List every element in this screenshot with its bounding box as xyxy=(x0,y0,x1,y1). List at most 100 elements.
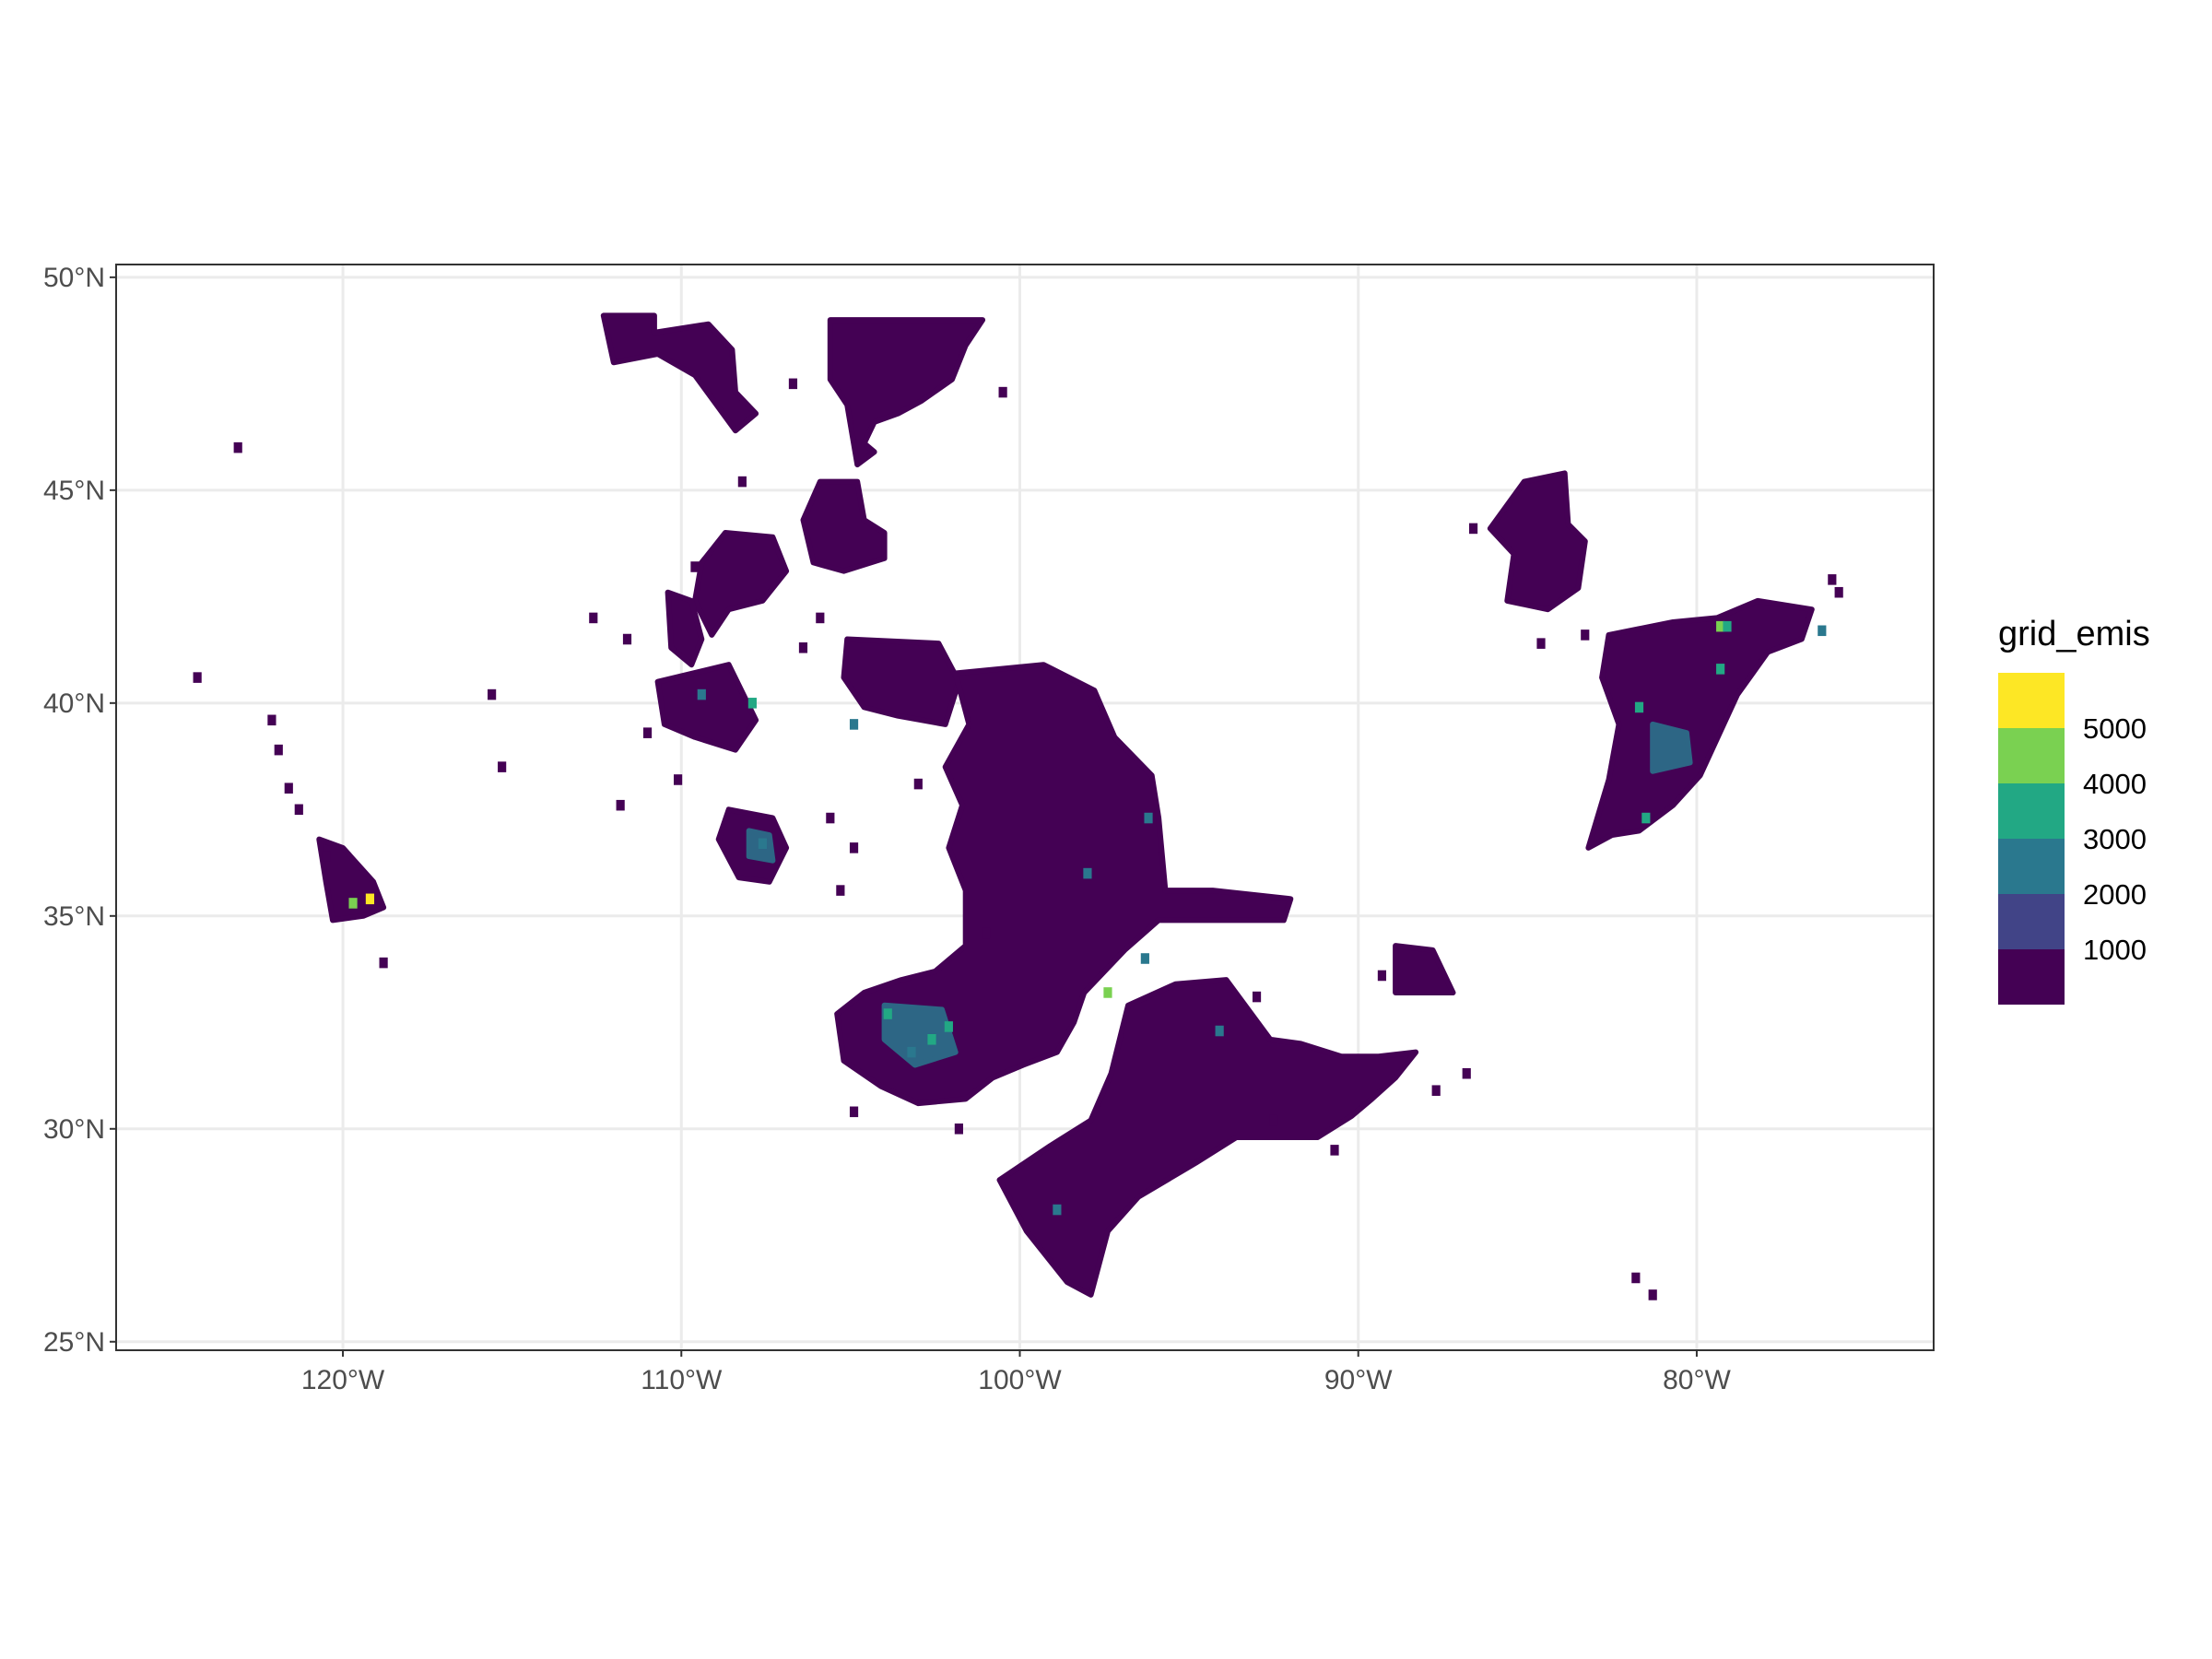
y-axis-tick-label: 35°N xyxy=(43,901,105,932)
emission-cell xyxy=(1377,970,1387,982)
emission-region-illinois-basin xyxy=(1393,943,1456,995)
legend-labels: 1000 2000 3000 4000 5000 xyxy=(2083,712,2147,966)
emission-cell xyxy=(849,719,859,730)
emission-cell xyxy=(1641,812,1651,824)
emission-cell xyxy=(1828,574,1837,585)
emission-cell xyxy=(1103,987,1112,998)
emission-cell xyxy=(1144,812,1153,824)
legend-key-swatch xyxy=(1998,894,2065,949)
emission-region-ark-la-tx xyxy=(996,977,1419,1298)
legend-keys xyxy=(1998,673,2065,1005)
x-axis-tick-label: 120°W xyxy=(301,1365,385,1395)
emission-region-north-plains-1 xyxy=(600,312,759,434)
legend-key-label: 1000 xyxy=(2083,934,2147,966)
emission-cell xyxy=(589,612,598,624)
emission-grid-layer xyxy=(193,312,1843,1300)
emission-region-north-plains-2 xyxy=(827,317,986,468)
legend-key-swatch xyxy=(1998,783,2065,839)
x-axis-tick-label: 80°W xyxy=(1663,1365,1731,1395)
emission-region-michigan-basin xyxy=(1487,470,1588,613)
emission-cell xyxy=(944,1021,953,1032)
emission-cell xyxy=(1468,523,1478,535)
y-axis-tick-label: 25°N xyxy=(43,1327,105,1358)
y-axis-tick-label: 40°N xyxy=(43,688,105,719)
emission-cell xyxy=(826,812,835,824)
y-axis: 50°N 45°N 40°N 35°N 30°N 25°N xyxy=(43,263,116,1358)
emission-region-utah xyxy=(665,589,705,668)
x-axis-tick-label: 90°W xyxy=(1324,1365,1393,1395)
emission-cell xyxy=(697,688,706,700)
y-axis-tick-label: 45°N xyxy=(43,476,105,506)
y-axis-tick-label: 50°N xyxy=(43,263,105,293)
emission-cell xyxy=(1431,1085,1441,1096)
panel-border xyxy=(115,264,1935,1351)
emission-cell xyxy=(1536,638,1546,649)
emission-cell xyxy=(1818,625,1827,637)
emission-region-wyoming-basin xyxy=(692,530,790,638)
emission-cell xyxy=(1648,1289,1657,1300)
emission-cell xyxy=(849,842,859,853)
emission-cell xyxy=(1053,1204,1062,1216)
legend-key-label: 2000 xyxy=(2083,878,2147,911)
emission-cell xyxy=(1634,701,1644,713)
emission-cell xyxy=(1083,867,1092,879)
emission-cell xyxy=(737,476,747,488)
emission-region-permian-hotspot xyxy=(881,1002,959,1068)
emission-cell xyxy=(836,885,845,896)
emission-cell xyxy=(193,672,202,683)
emission-cell xyxy=(913,778,923,790)
x-axis-tick-label: 110°W xyxy=(641,1365,723,1395)
emission-cell xyxy=(267,714,276,726)
emission-cell xyxy=(642,727,653,738)
emission-cell xyxy=(816,612,825,624)
legend-key-swatch xyxy=(1998,949,2065,1005)
emission-region-midcontinent xyxy=(834,662,1294,1107)
legend-key-swatch xyxy=(1998,728,2065,783)
emission-region-appalachia xyxy=(1585,597,1815,851)
emission-cell xyxy=(798,641,808,653)
y-axis-tick-label: 30°N xyxy=(43,1114,105,1145)
emission-cell xyxy=(622,633,632,645)
emission-cell xyxy=(294,804,303,816)
emission-cell xyxy=(274,744,283,756)
emission-cell xyxy=(498,761,507,772)
emission-cell xyxy=(348,898,358,909)
emission-cell xyxy=(1462,1067,1471,1079)
emission-cell xyxy=(1716,620,1725,632)
legend-key-swatch xyxy=(1998,839,2065,894)
emission-cell xyxy=(233,441,242,453)
emission-cell xyxy=(1269,1114,1278,1126)
emission-cell xyxy=(1215,1025,1224,1037)
emission-cell xyxy=(758,838,767,850)
legend-key-label: 4000 xyxy=(2083,768,2147,800)
emission-cell xyxy=(883,1008,892,1019)
emission-region-uinta-basin xyxy=(654,662,759,753)
x-axis: 120°W 110°W 100°W 90°W 80°W xyxy=(301,1350,1731,1395)
emission-region-montana-wyoming xyxy=(800,478,888,574)
emission-hotspot-layer xyxy=(348,620,1827,1216)
emission-cell xyxy=(1631,1272,1641,1284)
emission-cell xyxy=(488,688,497,700)
emission-cell xyxy=(365,893,375,905)
emission-cell xyxy=(788,378,798,390)
emission-region-denver-basin xyxy=(841,636,962,727)
emission-cell xyxy=(1723,620,1732,632)
emission-region-marcellus-hotspot xyxy=(1650,721,1693,774)
emission-cell xyxy=(982,927,991,939)
emission-cell xyxy=(616,799,625,811)
legend-key-swatch xyxy=(1998,673,2065,728)
emission-cell xyxy=(927,1033,936,1045)
emission-cell xyxy=(1834,586,1843,598)
emission-cell xyxy=(1581,629,1590,641)
color-legend: grid_emis 1000 2000 3000 4000 5000 xyxy=(1998,615,2150,1005)
emission-cell xyxy=(907,1046,916,1058)
emission-cell xyxy=(998,386,1007,398)
emission-cell xyxy=(379,957,388,969)
emission-cell xyxy=(954,1124,963,1135)
legend-title: grid_emis xyxy=(1998,615,2150,653)
emission-cell xyxy=(690,561,700,572)
emission-cell xyxy=(1140,953,1149,964)
legend-key-label: 5000 xyxy=(2083,712,2147,745)
emission-cell xyxy=(1330,1145,1339,1156)
